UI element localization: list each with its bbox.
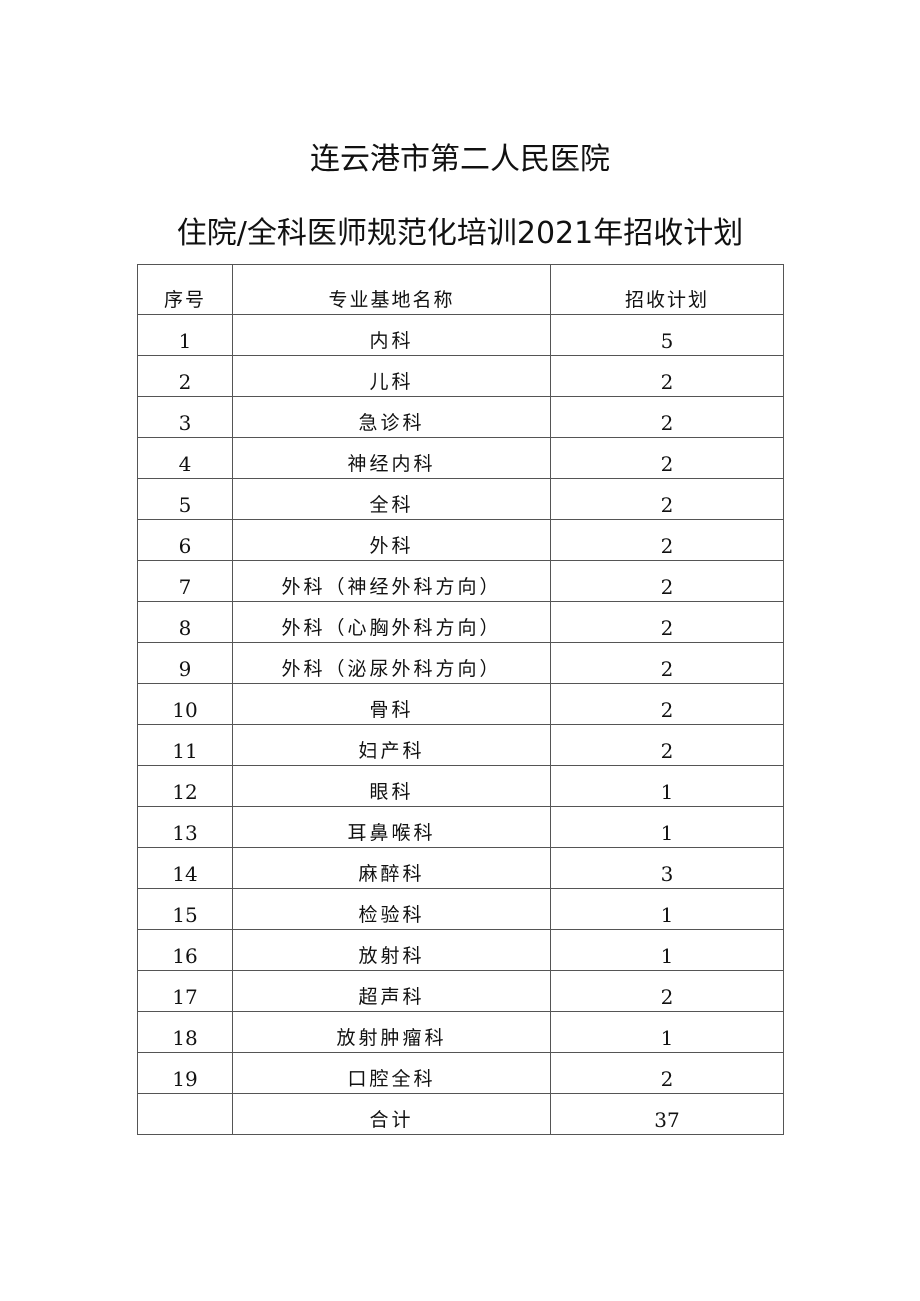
table-row: 15 检验科 1 — [137, 888, 784, 930]
table-row: 8 外科（心胸外科方向） 2 — [137, 601, 784, 643]
table-header-row: 序号 专业基地名称 招收计划 — [137, 264, 784, 315]
row-plan: 2 — [550, 437, 784, 479]
row-plan: 1 — [550, 1011, 784, 1053]
row-specialty: 眼科 — [232, 765, 551, 807]
row-index: 11 — [137, 724, 233, 766]
row-index: 17 — [137, 970, 233, 1012]
row-index: 16 — [137, 929, 233, 971]
header-plan: 招收计划 — [550, 264, 784, 315]
table-row: 7 外科（神经外科方向） 2 — [137, 560, 784, 602]
row-plan: 2 — [550, 355, 784, 397]
table-row: 18 放射肿瘤科 1 — [137, 1011, 784, 1053]
row-plan: 2 — [550, 560, 784, 602]
table-row: 16 放射科 1 — [137, 929, 784, 971]
row-index: 6 — [137, 519, 233, 561]
row-specialty: 儿科 — [232, 355, 551, 397]
row-plan: 37 — [550, 1093, 784, 1135]
row-index: 14 — [137, 847, 233, 889]
row-plan: 2 — [550, 519, 784, 561]
row-index: 7 — [137, 560, 233, 602]
row-specialty: 急诊科 — [232, 396, 551, 438]
row-specialty: 放射科 — [232, 929, 551, 971]
row-specialty: 妇产科 — [232, 724, 551, 766]
row-index: 12 — [137, 765, 233, 807]
table-row: 12 眼科 1 — [137, 765, 784, 807]
row-specialty: 外科（心胸外科方向） — [232, 601, 551, 643]
row-plan: 5 — [550, 314, 784, 356]
row-index: 18 — [137, 1011, 233, 1053]
table-row: 6 外科 2 — [137, 519, 784, 561]
table-row: 3 急诊科 2 — [137, 396, 784, 438]
row-index: 10 — [137, 683, 233, 725]
row-specialty: 外科（泌尿外科方向） — [232, 642, 551, 684]
row-plan: 2 — [550, 396, 784, 438]
table-row: 14 麻醉科 3 — [137, 847, 784, 889]
row-plan: 2 — [550, 724, 784, 766]
header-specialty: 专业基地名称 — [232, 264, 551, 315]
total-row: 合计 37 — [137, 1093, 784, 1135]
table-row: 9 外科（泌尿外科方向） 2 — [137, 642, 784, 684]
row-specialty: 检验科 — [232, 888, 551, 930]
row-index: 9 — [137, 642, 233, 684]
row-specialty: 外科（神经外科方向） — [232, 560, 551, 602]
table-row: 13 耳鼻喉科 1 — [137, 806, 784, 848]
row-plan: 3 — [550, 847, 784, 889]
row-plan: 2 — [550, 601, 784, 643]
row-specialty: 口腔全科 — [232, 1052, 551, 1094]
row-specialty: 耳鼻喉科 — [232, 806, 551, 848]
table-row: 19 口腔全科 2 — [137, 1052, 784, 1094]
table-row: 4 神经内科 2 — [137, 437, 784, 479]
table-row: 10 骨科 2 — [137, 683, 784, 725]
row-plan: 2 — [550, 683, 784, 725]
enrollment-plan-table: 序号 专业基地名称 招收计划 1 内科 5 2 儿科 2 3 急诊科 2 4 神经内科 2 5 全科 2 6 外… — [137, 264, 784, 1135]
table-row: 17 超声科 2 — [137, 970, 784, 1012]
row-specialty: 合计 — [232, 1093, 551, 1135]
row-plan: 1 — [550, 806, 784, 848]
row-specialty: 放射肿瘤科 — [232, 1011, 551, 1053]
row-index: 5 — [137, 478, 233, 520]
row-index: 13 — [137, 806, 233, 848]
row-plan: 2 — [550, 642, 784, 684]
row-index: 15 — [137, 888, 233, 930]
row-index: 3 — [137, 396, 233, 438]
row-index: 2 — [137, 355, 233, 397]
row-index: 19 — [137, 1052, 233, 1094]
row-specialty: 外科 — [232, 519, 551, 561]
row-plan: 1 — [550, 929, 784, 971]
row-plan: 1 — [550, 888, 784, 930]
row-plan: 1 — [550, 765, 784, 807]
row-specialty: 神经内科 — [232, 437, 551, 479]
row-plan: 2 — [550, 478, 784, 520]
document-title: 连云港市第二人民医院 — [310, 142, 610, 177]
row-specialty: 全科 — [232, 478, 551, 520]
document-subtitle: 住院/全科医师规范化培训2021年招收计划 — [176, 216, 744, 251]
table-row: 11 妇产科 2 — [137, 724, 784, 766]
row-plan: 2 — [550, 1052, 784, 1094]
row-index: 1 — [137, 314, 233, 356]
row-specialty: 骨科 — [232, 683, 551, 725]
table-row: 1 内科 5 — [137, 314, 784, 356]
row-index: 8 — [137, 601, 233, 643]
row-index: 4 — [137, 437, 233, 479]
row-specialty: 内科 — [232, 314, 551, 356]
row-specialty: 超声科 — [232, 970, 551, 1012]
table-row: 5 全科 2 — [137, 478, 784, 520]
row-plan: 2 — [550, 970, 784, 1012]
row-index — [137, 1093, 233, 1135]
row-specialty: 麻醉科 — [232, 847, 551, 889]
header-index: 序号 — [137, 264, 233, 315]
table-row: 2 儿科 2 — [137, 355, 784, 397]
